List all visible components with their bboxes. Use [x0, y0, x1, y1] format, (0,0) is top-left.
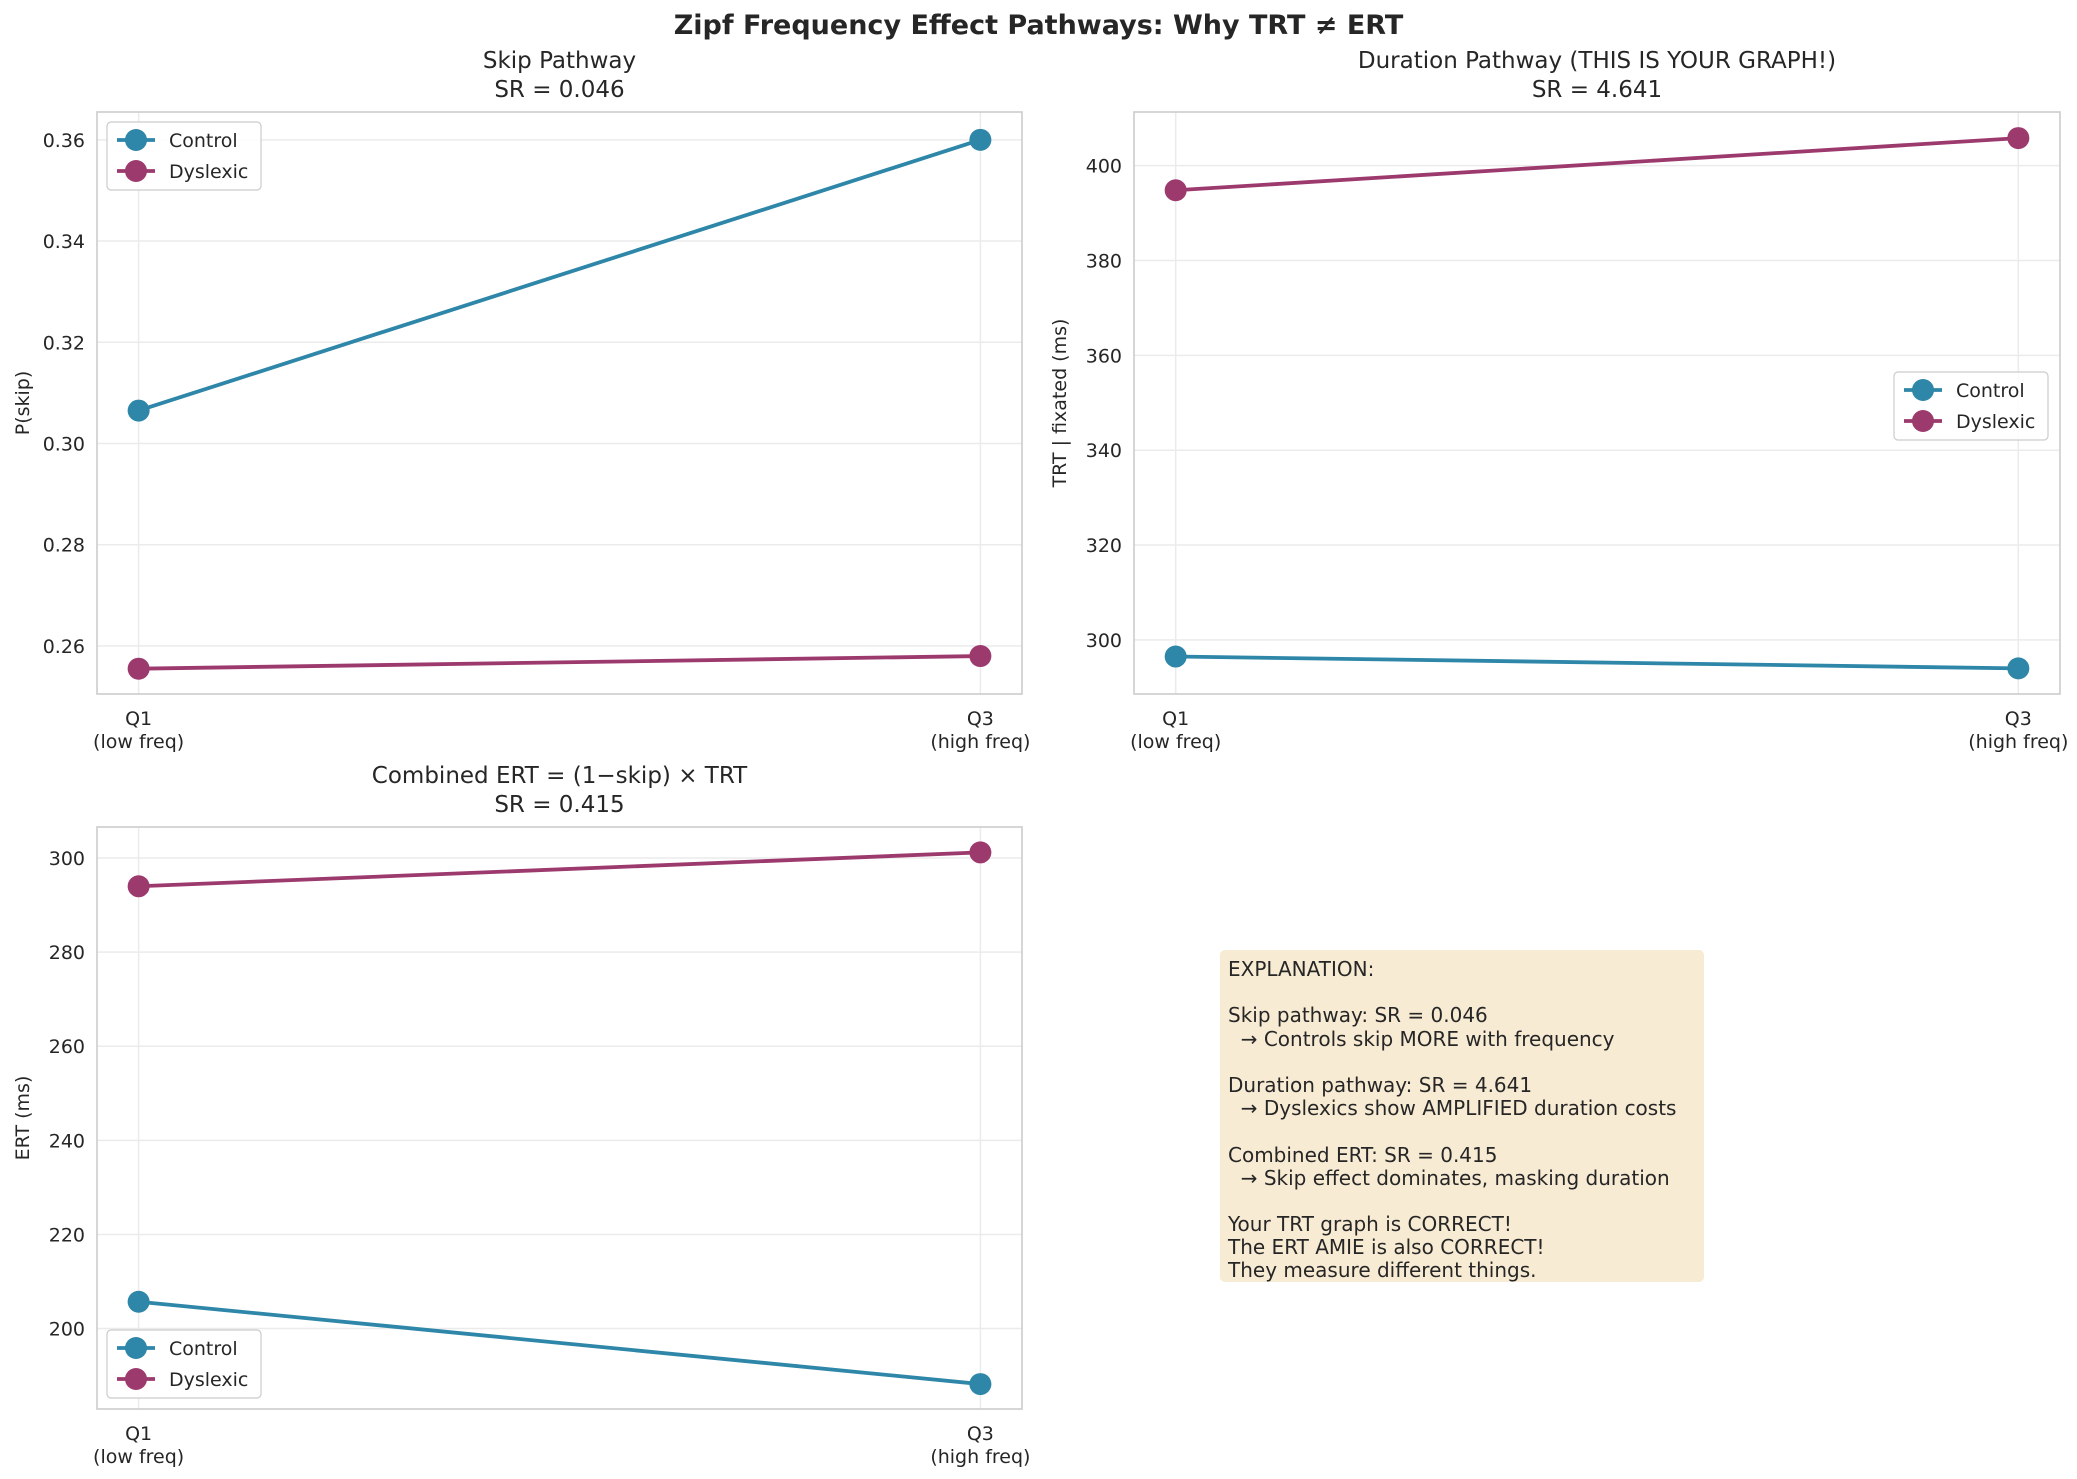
y-tick-label: 400	[1086, 156, 1122, 178]
axes-frame	[96, 111, 1023, 695]
y-tick-label: 0.36	[43, 130, 85, 152]
x-tick-label: Q3 (high freq)	[1968, 708, 2068, 753]
legend-swatch-marker	[125, 1337, 147, 1359]
legend: Control Dyslexic	[1893, 371, 2049, 441]
y-tick-label: 240	[49, 1130, 85, 1152]
explanation-line: Skip pathway: SR = 0.046	[1228, 1003, 1488, 1028]
y-tick-label: 0.28	[43, 535, 85, 557]
explanation-line: → Controls skip MORE with frequency	[1228, 1026, 1615, 1051]
y-tick-label: 0.30	[43, 433, 85, 455]
data-point-control	[969, 128, 992, 151]
y-tick-label: 0.26	[43, 636, 85, 658]
explanation-line: → Skip effect dominates, masking duratio…	[1228, 1165, 1670, 1190]
legend-label: Control	[169, 130, 238, 152]
plot-area	[97, 112, 1022, 694]
data-point-control	[2007, 657, 2030, 680]
legend-label: Dyslexic	[1956, 411, 2035, 433]
chart-panel-2: 300 320 340 360 380 400 Q1 (low freq) Q3 (high fr…	[1049, 48, 2068, 753]
series-line-control	[138, 1299, 981, 1386]
chart-title: Skip Pathway	[483, 48, 636, 74]
series-line-dyslexic	[138, 850, 981, 889]
y-tick-label: 0.32	[43, 332, 85, 354]
explanation-line	[1228, 1051, 1696, 1074]
y-tick-label: 260	[49, 1036, 85, 1058]
x-tick-label: Q3 (high freq)	[930, 1423, 1030, 1468]
explanation-line: EXPLANATION:	[1228, 957, 1375, 981]
legend-label: Control	[1956, 380, 2025, 402]
chart-title: Combined ERT = (1−skip) × TRT	[372, 763, 748, 789]
chart-subtitle: SR = 4.641	[1532, 77, 1662, 103]
y-tick-label: 300	[49, 848, 85, 870]
series-line-control	[138, 138, 981, 413]
explanation-line: Your TRT graph is CORRECT!	[1228, 1212, 1512, 1237]
chart-subtitle: SR = 0.046	[494, 77, 624, 103]
explanation-line	[1228, 981, 1696, 1004]
data-point-control	[969, 1373, 992, 1396]
y-axis-label: TRT | fixated (ms)	[1049, 319, 1071, 489]
y-tick-label: 380	[1086, 250, 1122, 272]
axes-frame	[1133, 111, 2061, 695]
legend-swatch-marker	[125, 1368, 147, 1390]
y-axis-label: P(skip)	[12, 371, 34, 436]
explanation-line: Duration pathway: SR = 4.641	[1228, 1072, 1533, 1097]
explanation-line	[1228, 1120, 1696, 1143]
y-tick-label: 300	[1086, 630, 1122, 652]
explanation-line: Combined ERT: SR = 0.415	[1228, 1142, 1498, 1167]
series-line-dyslexic	[1175, 136, 2019, 193]
explanation-line: → Dyslexics show AMPLIFIED duration cost…	[1228, 1096, 1677, 1121]
data-point-dyslexic	[1164, 179, 1187, 202]
explanation-line: The ERT AMIE is also CORRECT!	[1228, 1235, 1545, 1260]
y-tick-label: 320	[1086, 535, 1122, 557]
legend-swatch-marker	[125, 129, 147, 151]
legend: Control Dyslexic	[106, 1329, 262, 1399]
x-tick-label: Q3 (high freq)	[930, 708, 1030, 753]
plot-area	[97, 827, 1022, 1409]
figure-title: Zipf Frequency Effect Pathways: Why TRT …	[673, 10, 1404, 41]
data-point-dyslexic	[127, 875, 150, 898]
series-line-dyslexic	[138, 654, 981, 671]
y-tick-label: 0.34	[43, 231, 85, 253]
x-tick-label: Q1 (low freq)	[1130, 708, 1221, 753]
legend-swatch-marker	[125, 160, 147, 182]
series-line-control	[1175, 654, 2019, 671]
data-point-control	[1164, 645, 1187, 668]
legend: Control Dyslexic	[106, 121, 262, 191]
y-tick-label: 360	[1086, 345, 1122, 367]
legend-swatch-marker	[1912, 379, 1934, 401]
chart-subtitle: SR = 0.415	[494, 792, 624, 818]
explanation-box: EXPLANATION: Skip pathway: SR = 0.046 → …	[1220, 950, 1704, 1282]
data-point-dyslexic	[2007, 127, 2030, 150]
legend-label: Dyslexic	[169, 1369, 248, 1391]
data-point-dyslexic	[969, 841, 992, 864]
x-tick-label: Q1 (low freq)	[93, 708, 184, 753]
y-tick-label: 340	[1086, 440, 1122, 462]
chart-panel-1: 0.26 0.28 0.30 0.32 0.34 0.36 Q1 (low freq) Q3 (h…	[12, 48, 1030, 753]
data-point-control	[127, 1290, 150, 1313]
data-point-dyslexic	[969, 645, 992, 668]
legend-swatch-marker	[1912, 410, 1934, 432]
chart-panel-3: 200 220 240 260 280 300 Q1 (low freq) Q3 (high fr…	[12, 763, 1030, 1468]
axes-frame	[96, 826, 1023, 1410]
explanation-line: They measure different things.	[1228, 1258, 1537, 1283]
y-tick-label: 220	[49, 1224, 85, 1246]
explanation-line	[1228, 1190, 1696, 1213]
legend-label: Dyslexic	[169, 161, 248, 183]
y-tick-label: 280	[49, 942, 85, 964]
y-axis-label: ERT (ms)	[12, 1076, 34, 1161]
chart-title: Duration Pathway (THIS IS YOUR GRAPH!)	[1358, 48, 1836, 74]
legend-label: Control	[169, 1338, 238, 1360]
data-point-control	[127, 399, 150, 422]
y-tick-label: 200	[49, 1319, 85, 1341]
x-tick-label: Q1 (low freq)	[93, 1423, 184, 1468]
data-point-dyslexic	[127, 657, 150, 680]
